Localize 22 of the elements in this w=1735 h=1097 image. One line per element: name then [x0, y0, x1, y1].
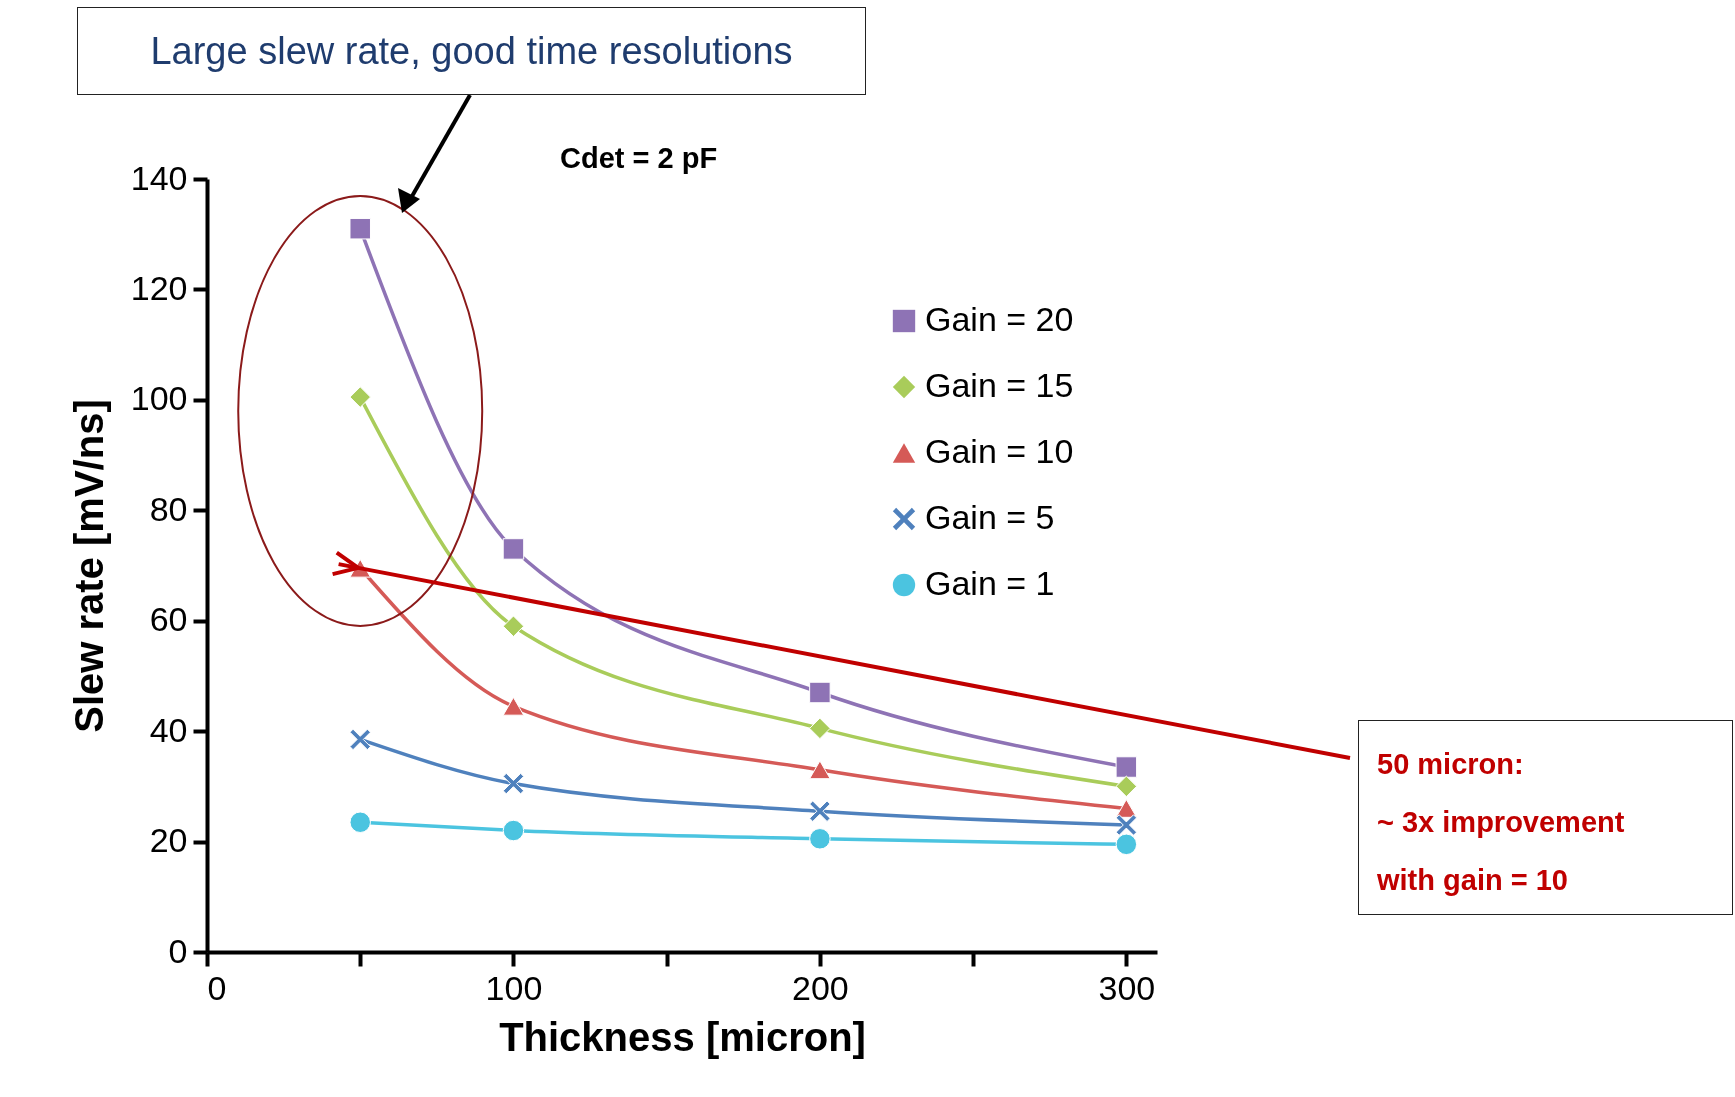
y-axis-title: Slew rate [mV/ns]	[66, 399, 111, 733]
x-tick-label: 0	[207, 968, 227, 1007]
text: Large slew rate, good time resolutions	[77, 7, 866, 95]
legend-label: Gain = 20	[925, 300, 1074, 338]
y-tick-label: 100	[130, 379, 188, 418]
x-tick-label: 100	[485, 968, 543, 1007]
text: Cdet = 2 pF	[560, 142, 718, 175]
y-tick-label: 140	[130, 158, 188, 197]
x-tick-label: 300	[1098, 968, 1156, 1007]
y-tick-label: 80	[149, 489, 188, 528]
x-axis-title: Thickness [micron]	[499, 1014, 866, 1059]
y-tick-label: 20	[149, 821, 188, 860]
legend-label: Gain = 5	[925, 498, 1055, 536]
y-tick-label: 60	[149, 600, 188, 639]
y-tick-label: 120	[130, 268, 188, 307]
text: 50 micron: ~ 3x improvement with gain = 10	[1377, 747, 1626, 898]
legend-label: Gain = 1	[925, 564, 1055, 602]
y-tick-label: 0	[168, 931, 188, 970]
legend-label: Gain = 10	[925, 432, 1074, 470]
legend-label: Gain = 15	[925, 366, 1074, 404]
x-tick-label: 200	[792, 968, 849, 1007]
y-tick-label: 40	[149, 710, 188, 749]
